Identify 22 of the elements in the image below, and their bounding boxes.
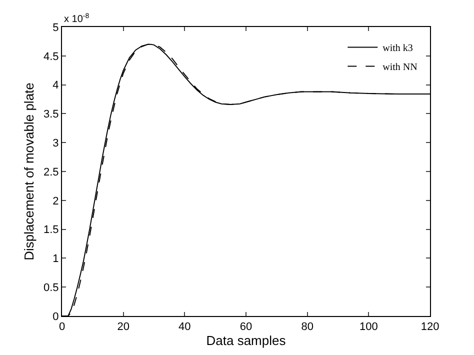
y-tick-label: 1 <box>52 253 59 266</box>
x-tick-label: 20 <box>117 321 130 334</box>
y-axis-title: Displacement of movable plate <box>21 82 36 260</box>
y-tick-label: 4 <box>52 80 59 92</box>
x-tick-label: 80 <box>301 321 314 334</box>
y-tick-label: 2.5 <box>44 166 59 178</box>
legend-label: with k3 <box>382 43 413 54</box>
y-tick-label: 3 <box>52 137 59 150</box>
y-tick-label: 0.5 <box>44 282 59 294</box>
x-tick-label: 120 <box>420 321 440 334</box>
x-tick-label: 40 <box>178 321 191 334</box>
x-tick-label: 60 <box>240 321 252 334</box>
text: x 10$^{-8}$ <box>64 13 90 26</box>
y-tick-label: 0 <box>52 310 59 323</box>
legend-label: with NN <box>382 62 418 74</box>
y-tick-label: 5 <box>52 22 59 34</box>
y-tick-label: 2 <box>52 195 59 208</box>
y-tick-label: 4.5 <box>44 50 59 63</box>
x-axis-title: Data samples <box>206 333 286 348</box>
x-tick-label: 100 <box>359 321 378 334</box>
y-tick-label: 3.5 <box>44 108 59 121</box>
y-tick-label: 1.5 <box>44 224 59 236</box>
